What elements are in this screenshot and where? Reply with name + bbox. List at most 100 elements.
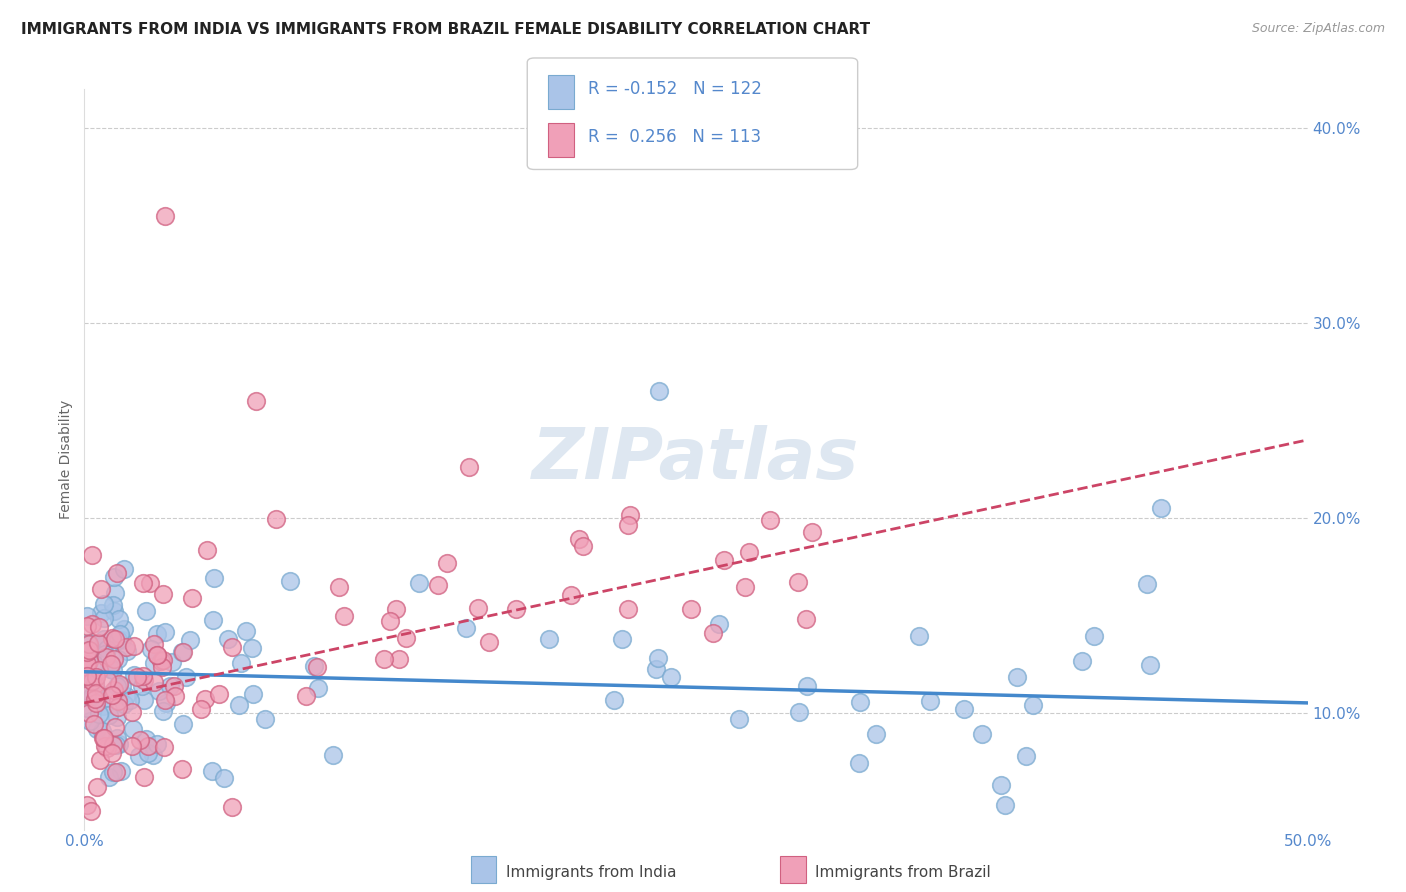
Point	[79, 643, 101, 657]
Point	[467, 601, 489, 615]
Point	[787, 575, 810, 590]
Point	[659, 670, 682, 684]
Point	[79, 714, 101, 728]
Point	[105, 764, 128, 779]
Point	[538, 632, 561, 646]
Y-axis label: Female Disability: Female Disability	[59, 400, 73, 519]
Point	[152, 587, 174, 601]
Point	[108, 627, 131, 641]
Point	[121, 705, 143, 719]
Point	[142, 656, 165, 670]
Point	[80, 549, 103, 563]
Point	[181, 591, 204, 606]
Text: Immigrants from Brazil: Immigrants from Brazil	[815, 865, 991, 880]
Point	[738, 545, 761, 559]
Point	[142, 675, 165, 690]
Point	[108, 677, 131, 691]
Point	[163, 679, 186, 693]
Point	[80, 804, 103, 818]
Point	[163, 689, 186, 703]
Point	[307, 660, 329, 674]
Point	[103, 651, 125, 665]
Point	[229, 657, 252, 671]
Text: R = -0.152   N = 122: R = -0.152 N = 122	[588, 80, 762, 98]
Point	[121, 739, 143, 754]
Point	[94, 739, 117, 753]
Point	[139, 576, 162, 591]
Point	[101, 631, 124, 645]
Point	[172, 645, 194, 659]
Point	[332, 608, 354, 623]
Point	[91, 731, 114, 745]
Point	[111, 680, 134, 694]
Point	[112, 698, 135, 712]
Point	[100, 746, 122, 760]
Point	[142, 748, 165, 763]
Point	[86, 684, 108, 698]
Point	[395, 631, 418, 645]
Point	[221, 799, 243, 814]
Point	[82, 674, 104, 689]
Point	[572, 540, 595, 554]
Point	[245, 393, 267, 408]
Point	[138, 746, 160, 760]
Point	[1136, 577, 1159, 591]
Point	[457, 460, 479, 475]
Point	[734, 580, 756, 594]
Point	[76, 668, 98, 682]
Point	[679, 602, 702, 616]
Point	[105, 739, 128, 753]
Point	[727, 712, 749, 726]
Point	[228, 698, 250, 712]
Point	[302, 659, 325, 673]
Point	[112, 562, 135, 576]
Point	[122, 639, 145, 653]
Point	[136, 739, 159, 753]
Point	[952, 702, 974, 716]
Point	[87, 635, 110, 649]
Point	[1139, 657, 1161, 672]
Point	[190, 701, 212, 715]
Point	[702, 626, 724, 640]
Point	[794, 612, 817, 626]
Point	[195, 542, 218, 557]
Point	[97, 691, 120, 706]
Point	[96, 642, 118, 657]
Point	[112, 623, 135, 637]
Point	[146, 648, 169, 662]
Point	[217, 632, 239, 646]
Point	[617, 518, 640, 533]
Point	[174, 670, 197, 684]
Point	[240, 641, 263, 656]
Point	[107, 612, 129, 626]
Point	[89, 753, 111, 767]
Point	[505, 601, 527, 615]
Point	[160, 655, 183, 669]
Point	[96, 740, 118, 755]
Point	[132, 692, 155, 706]
Point	[295, 689, 318, 703]
Point	[560, 588, 582, 602]
Point	[848, 756, 870, 770]
Point	[610, 632, 633, 647]
Point	[478, 635, 501, 649]
Point	[152, 740, 174, 755]
Point	[153, 624, 176, 639]
Point	[84, 673, 107, 688]
Point	[104, 720, 127, 734]
Point	[107, 693, 129, 707]
Point	[76, 660, 98, 674]
Point	[90, 724, 112, 739]
Point	[83, 657, 105, 671]
Point	[172, 645, 194, 659]
Point	[115, 689, 138, 703]
Point	[93, 611, 115, 625]
Point	[76, 619, 98, 633]
Point	[1083, 630, 1105, 644]
Point	[436, 557, 458, 571]
Point	[713, 552, 735, 566]
Point	[100, 657, 122, 671]
Point	[155, 696, 177, 710]
Point	[84, 677, 107, 691]
Point	[278, 574, 301, 589]
